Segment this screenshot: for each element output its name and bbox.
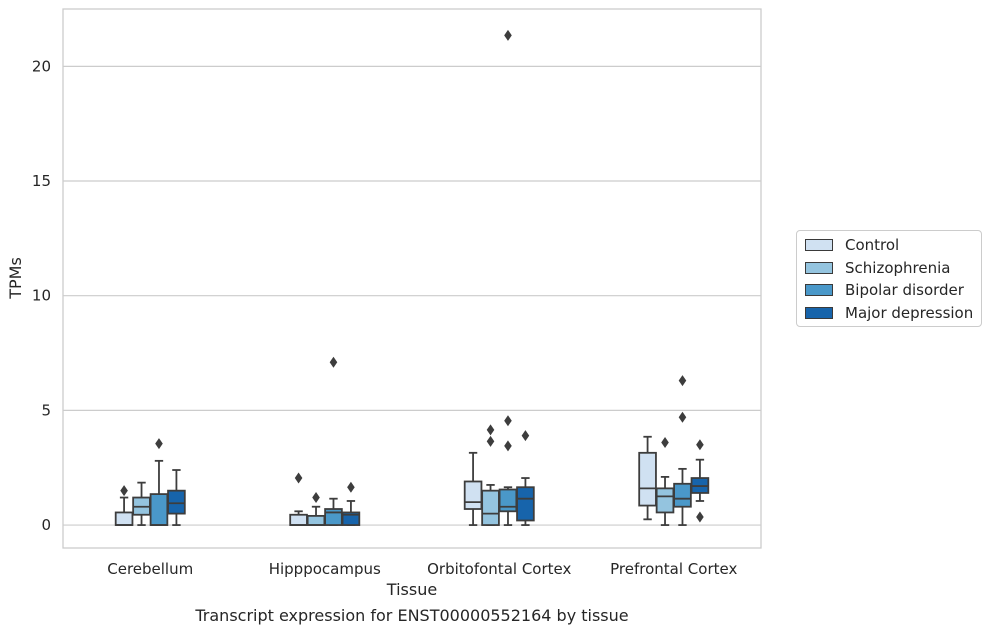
grid-lines [63,65,761,526]
legend: Control Schizophrenia Bipolar disorder Majo… [796,230,982,327]
box [149,493,169,526]
box-group [498,29,518,526]
outlier-point [661,436,669,448]
box [655,487,675,514]
y-axis-title: TPMs [6,257,25,300]
outlier-point [347,481,355,493]
outlier-point [678,375,687,387]
boxplot-boxes [114,29,710,526]
outlier-point [678,411,687,423]
legend-label: Control [845,236,900,254]
legend-swatch [805,261,833,274]
legend-swatch [805,306,833,319]
box-group [638,435,657,521]
box [638,451,657,507]
x-tick-label: Prefrontal Cortex [610,560,737,578]
box-group [324,356,343,526]
outlier-point [329,356,338,368]
box-group [149,438,169,526]
legend-label: Bipolar disorder [845,281,964,299]
legend-label: Schizophrenia [845,258,951,277]
legend-swatch [805,239,833,251]
legend-label: Major depression [845,303,974,322]
plot-frame [62,8,762,549]
box-group [690,439,710,523]
box [481,489,500,526]
outlier-point [696,439,704,451]
outlier-point [312,492,320,504]
outlier-point [504,440,512,452]
outlier-point [504,415,512,427]
x-tick-label: Cerebellum [107,560,193,578]
outlier-point [120,485,128,497]
box-group [132,481,151,526]
box-group [114,485,134,526]
y-tick-label: 10 [32,287,51,305]
x-tick-labels: Cerebellum Hipppocampus Orbitofontal Corte… [107,560,737,578]
outlier-point [294,472,303,484]
x-axis-title: Tissue [386,580,437,599]
box-group [341,481,361,526]
legend-item: Control [805,235,899,255]
box [324,508,343,526]
box-group [481,424,500,526]
box-group [516,430,535,526]
box-group [167,469,186,526]
y-tick-label: 5 [41,401,51,419]
box-group [306,492,326,526]
x-tick-label: Orbitofontal Cortex [427,560,571,578]
chart-caption: Transcript expression for ENST0000055216… [194,606,628,625]
box-group [655,436,675,526]
box [498,488,518,513]
outlier-point [521,430,530,442]
y-tick-label: 15 [32,172,51,190]
box [516,486,535,522]
legend-item: Schizophrenia [805,258,950,278]
box [167,489,186,515]
outlier-point [155,438,163,450]
outlier-point [696,511,704,523]
box [114,511,134,526]
outlier-point [486,424,495,436]
box-group [673,375,692,526]
y-tick-label: 20 [32,57,51,75]
box-group [463,451,483,526]
y-tick-label: 0 [41,516,51,534]
box-group [289,472,308,526]
box [673,482,692,508]
box [306,514,326,526]
x-tick-label: Hipppocampus [269,560,381,578]
legend-swatch [805,284,833,296]
y-tick-labels: 0 5 10 15 20 [32,57,51,534]
outlier-point [504,29,512,41]
box [289,513,308,526]
legend-item: Bipolar disorder [805,280,964,300]
legend-item: Major depression [805,303,973,323]
outlier-point [486,435,495,447]
box [463,480,483,510]
